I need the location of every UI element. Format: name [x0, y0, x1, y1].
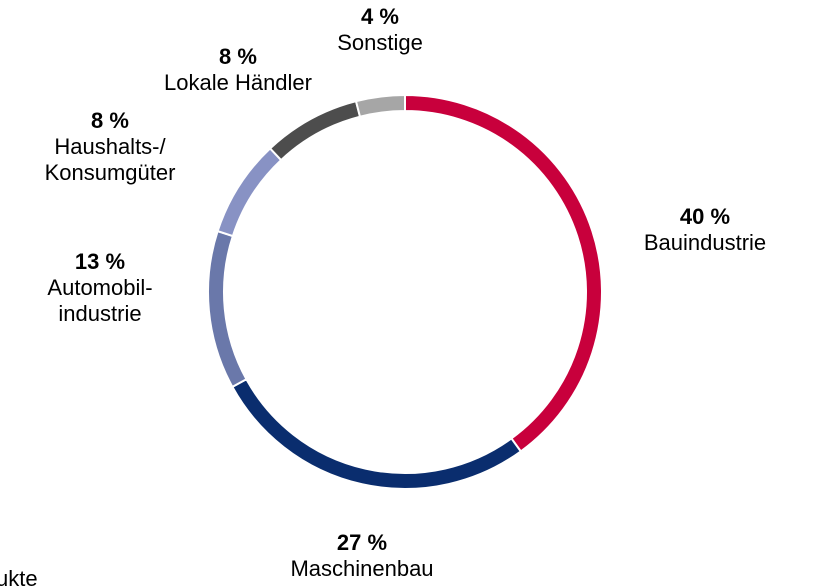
- category-label: Automobil- industrie: [47, 275, 153, 326]
- donut-segment: [268, 99, 362, 162]
- donut-segment: [231, 377, 523, 490]
- value-label: 8 %: [219, 44, 257, 69]
- donut-segment: [354, 93, 406, 118]
- value-label: 13 %: [74, 249, 126, 274]
- category-label: Haushalts-/ Konsumgüter: [44, 134, 176, 185]
- note: ukte: [0, 566, 38, 587]
- value-label: 27 %: [336, 530, 388, 555]
- category-label: Bauindustrie: [643, 230, 767, 255]
- category-label: Maschinenbau: [290, 556, 434, 581]
- category-label: Sonstige: [337, 30, 423, 55]
- donut-segment: [207, 229, 248, 389]
- value-label: 40 %: [679, 204, 731, 229]
- category-label: Lokale Händler: [164, 70, 312, 95]
- donut-segment: [404, 93, 603, 453]
- donut-segment: [216, 146, 283, 238]
- value-label: 4 %: [361, 4, 399, 29]
- value-label: 8 %: [91, 108, 129, 133]
